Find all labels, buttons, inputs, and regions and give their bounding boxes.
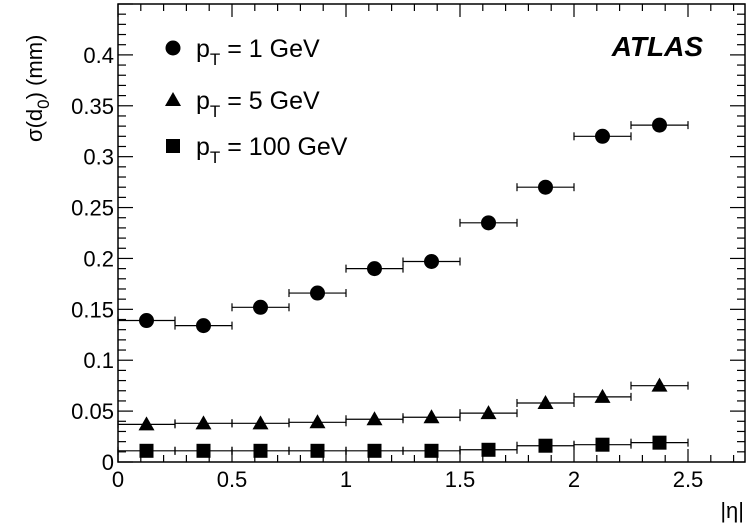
data-point-square <box>253 443 268 458</box>
data-point-circle <box>253 299 268 315</box>
x-tick-label: 1.5 <box>445 467 476 492</box>
y-tick-label: 0.25 <box>71 196 114 221</box>
plot-frame <box>117 3 746 463</box>
data-point-circle <box>481 215 496 231</box>
data-point-triangle <box>138 416 155 431</box>
data-point-square <box>196 443 211 458</box>
y-tick-label: 0.15 <box>71 297 114 322</box>
x-tick-label: 1 <box>340 467 352 492</box>
x-tick-label: 2.5 <box>673 467 704 492</box>
data-point-square <box>139 443 154 458</box>
data-point-triangle <box>480 405 497 420</box>
data-point-circle <box>310 285 325 301</box>
y-tick-label: 0.1 <box>83 348 114 373</box>
data-point-circle <box>139 313 154 329</box>
data-point-triangle <box>594 388 611 403</box>
x-tick-label: 0 <box>112 467 124 492</box>
y-axis-ticks: 0 0.05 0.1 0.15 0.2 0.25 0.3 0.35 0.4 <box>71 3 745 475</box>
y-axis-label-tail: ) (mm) <box>22 35 47 100</box>
data-point-square <box>424 443 439 458</box>
legend-marker-circle <box>165 40 181 56</box>
data-point-square <box>595 437 610 452</box>
y-tick-label: 0.05 <box>71 399 114 424</box>
data-point-circle <box>538 179 553 195</box>
data-point-square <box>481 442 496 457</box>
data-point-circle <box>367 261 382 277</box>
data-point-square <box>652 435 667 450</box>
x-tick-label: 0.5 <box>217 467 248 492</box>
legend-entry-label: pT = 5 GeV <box>196 87 320 121</box>
legend-marker-triangle <box>165 92 181 106</box>
x-axis-label: |η| <box>720 498 744 523</box>
data-point-triangle <box>252 415 269 430</box>
data-point-triangle <box>651 377 668 392</box>
data-point-triangle <box>423 409 440 424</box>
data-point-circle <box>652 117 667 133</box>
y-axis-label-sub: 0 <box>34 99 53 108</box>
legend: pT = 1 GeV pT = 5 GeV pT = 100 GeV <box>165 35 348 167</box>
y-tick-label: 0 <box>102 450 114 475</box>
y-tick-label: 0.2 <box>83 246 114 271</box>
x-tick-label: 2 <box>568 467 580 492</box>
y-tick-label: 0.35 <box>71 94 114 119</box>
y-axis-label: σ(d0) (mm) <box>22 35 53 142</box>
y-tick-label: 0.4 <box>83 43 114 68</box>
data-point-triangle <box>537 394 554 409</box>
data-point-square <box>367 443 382 458</box>
data-point-triangle <box>309 414 326 429</box>
data-point-square <box>310 443 325 458</box>
data-points <box>117 117 689 458</box>
atlas-label: ATLAS <box>611 31 704 62</box>
y-axis-label-main: σ(d <box>22 109 47 142</box>
legend-marker-square <box>166 139 180 153</box>
data-point-square <box>538 438 553 453</box>
plot-border <box>117 3 746 463</box>
legend-entry-label: pT = 100 GeV <box>196 133 348 167</box>
legend-entry-label: pT = 1 GeV <box>196 35 320 69</box>
data-point-triangle <box>366 411 383 426</box>
data-point-circle <box>424 253 439 269</box>
data-point-triangle <box>195 415 212 430</box>
data-point-circle <box>196 318 211 334</box>
y-tick-label: 0.3 <box>83 145 114 170</box>
data-point-circle <box>595 128 610 144</box>
